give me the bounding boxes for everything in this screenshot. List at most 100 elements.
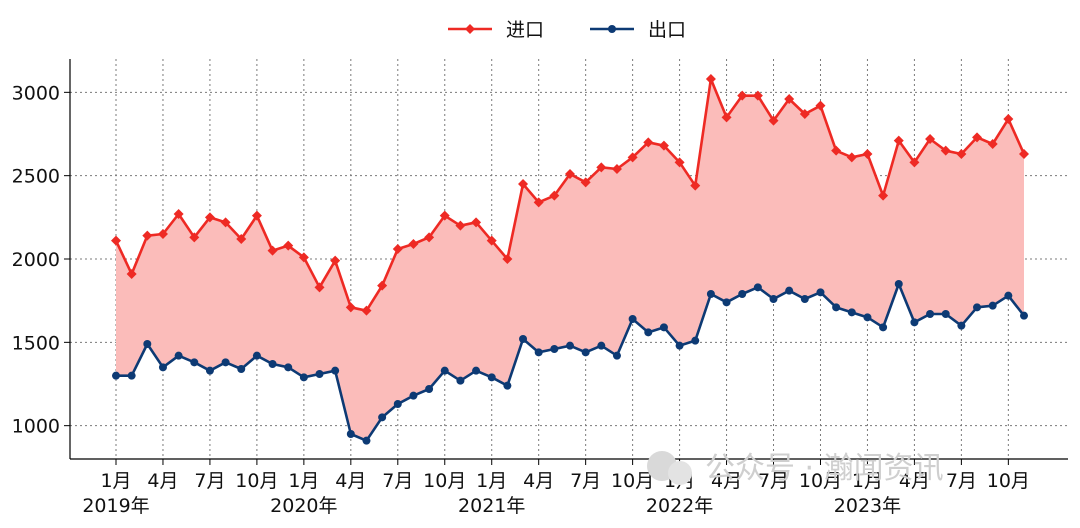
data-point-import: [784, 94, 795, 104]
data-point-import: [204, 212, 215, 223]
data-point-import: [690, 180, 701, 191]
data-point-import: [737, 90, 748, 101]
data-point-import: [972, 132, 983, 143]
data-point-export: [550, 345, 559, 353]
data-point-import: [658, 140, 669, 151]
data-point-export: [659, 323, 668, 332]
x-tick-label-year: 2023年: [834, 495, 901, 517]
data-point-export: [284, 363, 293, 372]
data-point-import: [142, 230, 153, 241]
data-point-import: [752, 90, 763, 101]
data-point-export: [237, 365, 246, 373]
data-point-import: [502, 254, 513, 264]
data-point-import: [126, 269, 137, 279]
x-tick-label-month: 4月: [335, 470, 366, 492]
x-tick-label-month: 1月: [852, 470, 883, 492]
data-point-export: [487, 373, 496, 382]
data-point-import: [533, 197, 544, 208]
data-point-export: [299, 373, 308, 382]
data-point-export: [769, 295, 778, 303]
data-point-export: [691, 336, 700, 345]
data-point-import: [189, 232, 200, 243]
data-point-import: [815, 100, 826, 111]
data-point-export: [644, 328, 653, 337]
data-point-import: [345, 302, 356, 313]
data-point-export: [112, 371, 120, 380]
data-point-import: [518, 179, 529, 189]
x-tick-label-month: 10月: [987, 470, 1030, 492]
data-point-import: [220, 217, 231, 228]
data-point-export: [378, 413, 387, 422]
data-point-export: [174, 351, 183, 360]
data-point-import: [565, 169, 575, 179]
x-tick-label-month: 10月: [611, 470, 654, 492]
data-point-import: [471, 217, 482, 228]
data-point-export: [597, 341, 606, 350]
data-point-export: [941, 310, 950, 318]
data-point-export: [581, 348, 590, 357]
data-point-export: [472, 366, 481, 375]
x-tick-label-year: 2019年: [82, 495, 149, 517]
y-tick-label: 1000: [12, 416, 60, 438]
data-point-export: [785, 286, 794, 295]
data-point-export: [268, 360, 277, 368]
data-point-import: [1003, 114, 1014, 124]
data-point-import: [361, 305, 372, 316]
data-point-import: [956, 149, 967, 159]
data-point-import: [721, 112, 732, 123]
legend-label-export: 出口: [648, 19, 686, 41]
data-point-export: [612, 351, 621, 360]
x-tick-label-month: 7月: [570, 470, 601, 492]
data-point-export: [722, 298, 731, 307]
data-point-export: [205, 366, 214, 375]
data-point-import: [705, 74, 716, 84]
data-point-import: [377, 280, 388, 291]
data-point-import: [408, 239, 419, 249]
data-point-import: [157, 229, 168, 239]
data-point-import: [862, 149, 873, 159]
data-point-import: [330, 255, 341, 266]
data-point-export: [910, 318, 919, 327]
data-point-import: [846, 152, 857, 163]
data-point-import: [111, 235, 121, 246]
legend-marker-export: [608, 25, 616, 33]
y-tick-label: 3000: [12, 82, 60, 104]
x-tick-label-year: 2020年: [270, 495, 337, 517]
data-point-import: [486, 235, 497, 246]
data-point-export: [675, 341, 684, 350]
x-tick-label-month: 10月: [799, 470, 842, 492]
data-point-export: [127, 371, 136, 380]
data-point-export: [143, 340, 152, 348]
data-point-export: [863, 313, 872, 322]
data-point-export: [252, 351, 261, 360]
data-point-export: [832, 303, 841, 312]
data-point-export: [973, 303, 982, 312]
data-point-export: [331, 366, 340, 375]
data-point-import: [611, 164, 622, 174]
data-point-import: [580, 177, 591, 188]
watermark-text: 公众号 · 瀚闻资讯: [705, 451, 944, 486]
legend: 进口 出口: [448, 19, 686, 41]
series-import: [111, 74, 1029, 316]
data-point-export: [753, 283, 762, 292]
data-point-import: [940, 145, 951, 156]
data-point-export: [425, 385, 434, 393]
data-point-export: [519, 335, 528, 343]
wechat-logo-icon-bubble: [668, 461, 692, 485]
data-point-export: [440, 366, 449, 375]
fill-between-area: [116, 79, 1024, 441]
legend-label-import: 进口: [506, 19, 544, 41]
data-point-import: [424, 232, 435, 243]
data-point-export: [315, 370, 324, 378]
data-point-import: [925, 134, 936, 144]
data-point-import: [987, 139, 998, 149]
data-point-export: [706, 290, 715, 298]
series-group: [111, 74, 1029, 445]
x-tick-label-month: 10月: [423, 470, 466, 492]
data-point-export: [409, 391, 418, 400]
legend-marker-import: [465, 24, 475, 34]
x-tick-label-month: 4月: [147, 470, 178, 492]
data-point-import: [439, 210, 450, 221]
data-point-import: [283, 240, 294, 251]
